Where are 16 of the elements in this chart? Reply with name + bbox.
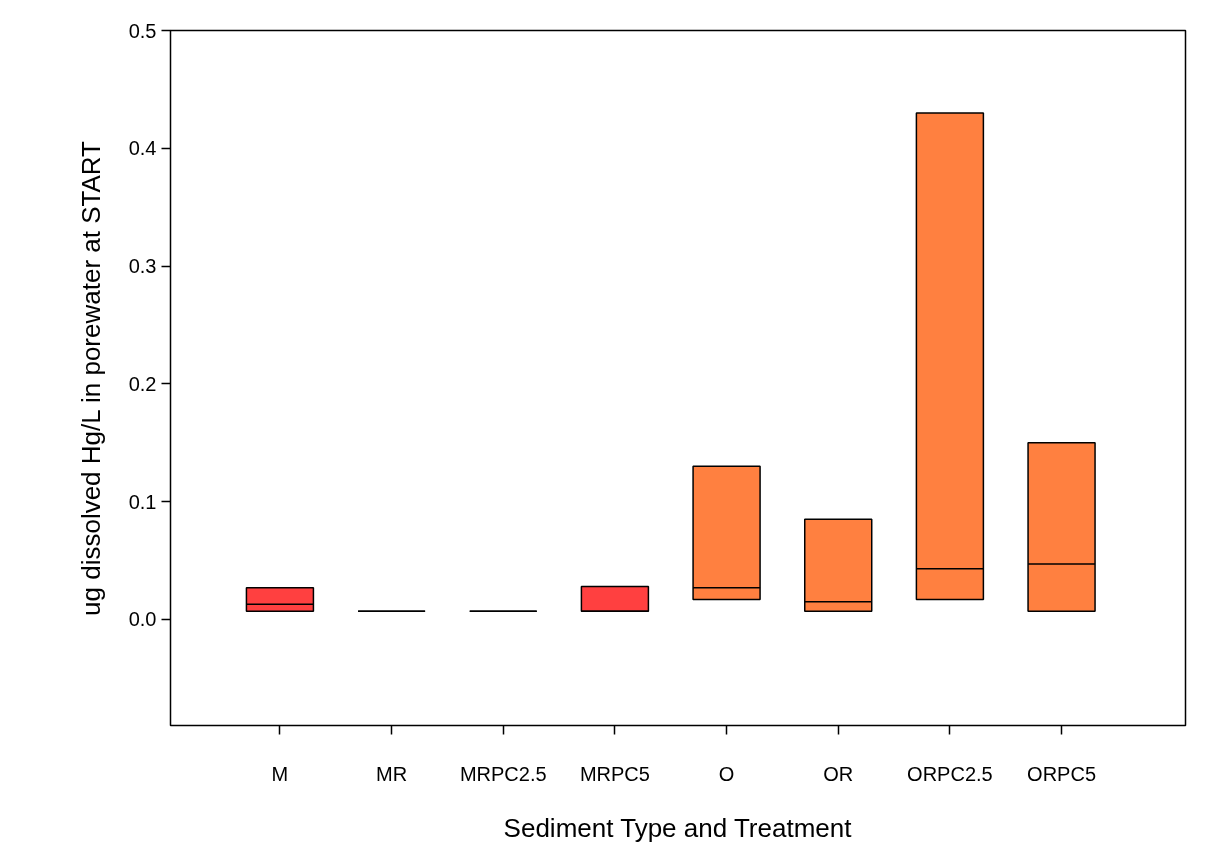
x-tick-label: OR [823, 762, 854, 785]
x-axis-title: Sediment Type and Treatment [503, 812, 853, 843]
y-tick-label: 0.4 [128, 137, 157, 160]
y-tick-label: 0.5 [128, 19, 157, 42]
x-tick-label: M [271, 762, 289, 785]
y-tick-label: 0.1 [128, 490, 157, 513]
x-tick-label: ORPC2.5 [907, 762, 993, 785]
x-tick-label: MRPC5 [579, 762, 650, 785]
x-tick-label: MR [376, 762, 408, 785]
x-tick-label: MRPC2.5 [459, 762, 547, 785]
y-tick-label: 0.0 [128, 608, 157, 631]
y-axis-title: ug dissolved Hg/L in porewater at START [75, 140, 106, 616]
x-tick-label: O [718, 762, 735, 785]
x-tick-label: ORPC5 [1027, 762, 1097, 785]
y-tick-label: 0.3 [128, 255, 157, 278]
y-tick-label: 0.2 [128, 372, 157, 395]
